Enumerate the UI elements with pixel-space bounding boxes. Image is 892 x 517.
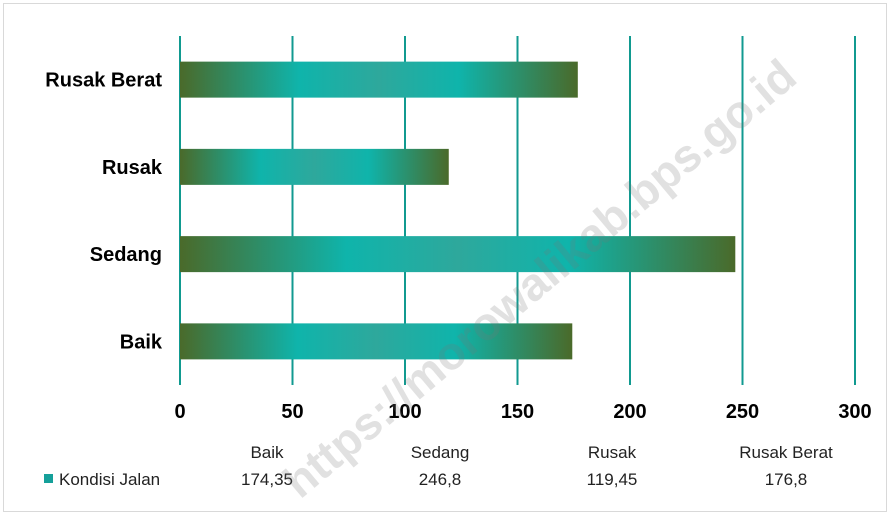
chart-frame — [3, 3, 887, 512]
watermark: https://morowalikab.bps.go.id — [273, 49, 806, 508]
category-label: Rusak Berat — [45, 70, 162, 92]
table-header: Rusak Berat — [739, 443, 833, 462]
table-header: Sedang — [411, 443, 470, 462]
table-value: 119,45 — [587, 470, 638, 489]
bar-rusak-berat — [180, 61, 578, 98]
legend-series-name: Kondisi Jalan — [59, 470, 160, 489]
table-header: Rusak — [588, 443, 637, 462]
category-labels: Baik Sedang Rusak Rusak Berat — [45, 70, 163, 354]
x-tick-label: 250 — [726, 401, 759, 423]
x-tick-label: 150 — [501, 401, 534, 423]
table-value: 246,8 — [419, 470, 462, 489]
x-tick-label: 50 — [281, 401, 303, 423]
table-header: Baik — [250, 443, 284, 462]
x-tick-labels: 0 50 100 150 200 250 300 — [174, 401, 871, 423]
category-label: Sedang — [90, 244, 162, 266]
table-value: 176,8 — [765, 470, 808, 489]
bar-baik — [180, 323, 573, 360]
table-value: 174,35 — [241, 470, 293, 489]
bar-rusak — [180, 148, 449, 185]
legend-swatch — [44, 474, 53, 483]
bars — [180, 61, 736, 360]
data-table: Kondisi Jalan Baik 174,35 Sedang 246,8 Rusak… — [44, 443, 833, 489]
x-tick-label: 300 — [838, 401, 871, 423]
x-tick-label: 0 — [174, 401, 185, 423]
x-tick-label: 100 — [388, 401, 421, 423]
category-label: Rusak — [102, 157, 163, 179]
bar-sedang — [180, 236, 736, 273]
category-label: Baik — [120, 331, 163, 353]
x-tick-label: 200 — [613, 401, 646, 423]
